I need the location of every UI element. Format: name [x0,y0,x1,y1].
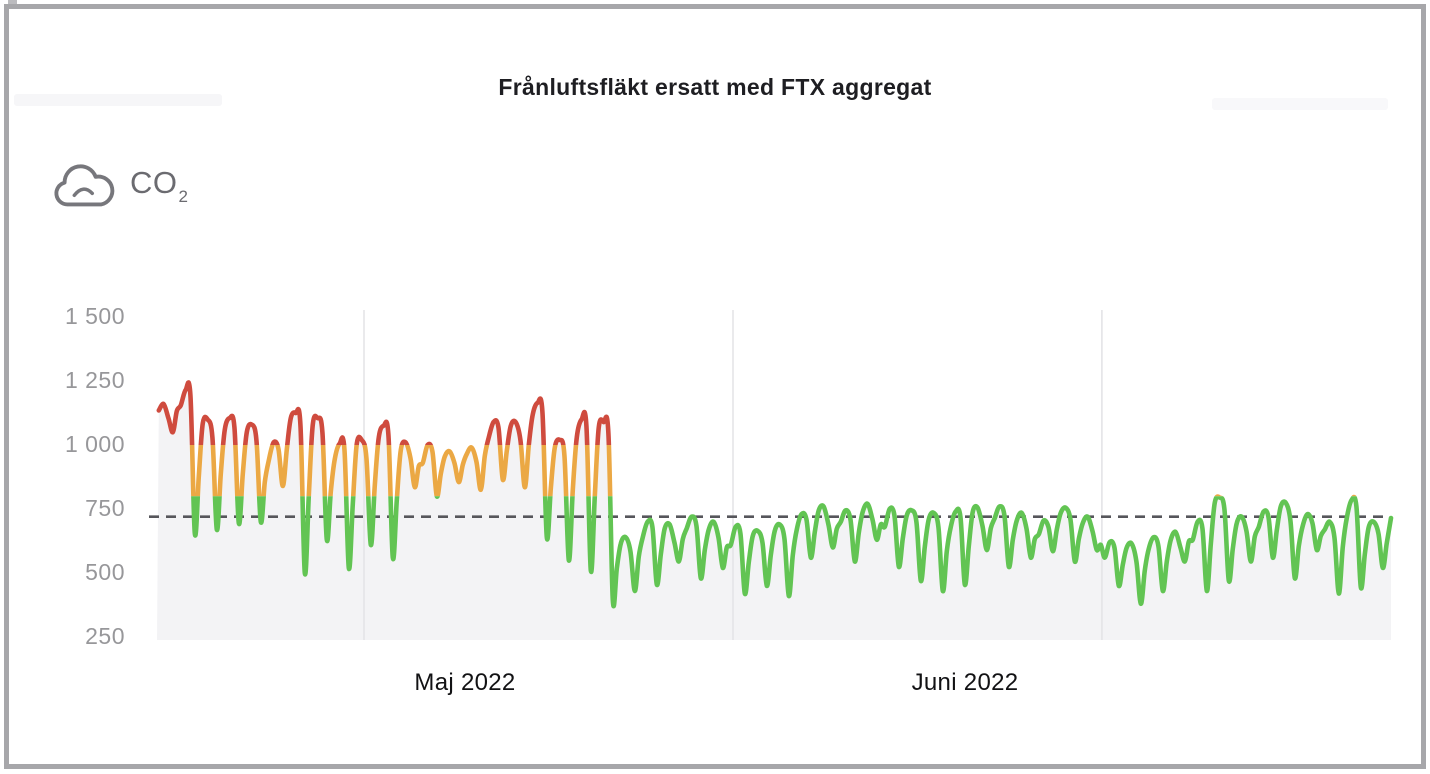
crop-artifact-notch [8,0,17,4]
cloud-icon [54,164,115,207]
series-orange-segment [189,445,1357,497]
sensor-subscript: 2 [178,187,189,206]
y-tick-label: 750 [85,495,125,521]
y-tick-label: 1 500 [64,303,125,329]
chart-title: Frånluftsfläkt ersatt med FTX aggregat [498,74,932,100]
x-label-maj: Maj 2022 [414,669,516,696]
y-tick-label: 1 000 [64,431,125,457]
y-tick-label: 1 250 [64,367,125,393]
crop-artifact-strip [1212,98,1388,110]
y-tick-label: 250 [85,623,125,649]
area-fill [157,382,1391,640]
sensor-header: CO2 [52,163,188,213]
crop-artifact-strip [14,94,222,106]
series-green-segment [191,496,1394,609]
x-label-juni: Juni 2022 [911,669,1019,696]
window-frame [4,4,1426,769]
y-tick-label: 500 [85,559,125,585]
sensor-label: CO2 [130,165,189,206]
